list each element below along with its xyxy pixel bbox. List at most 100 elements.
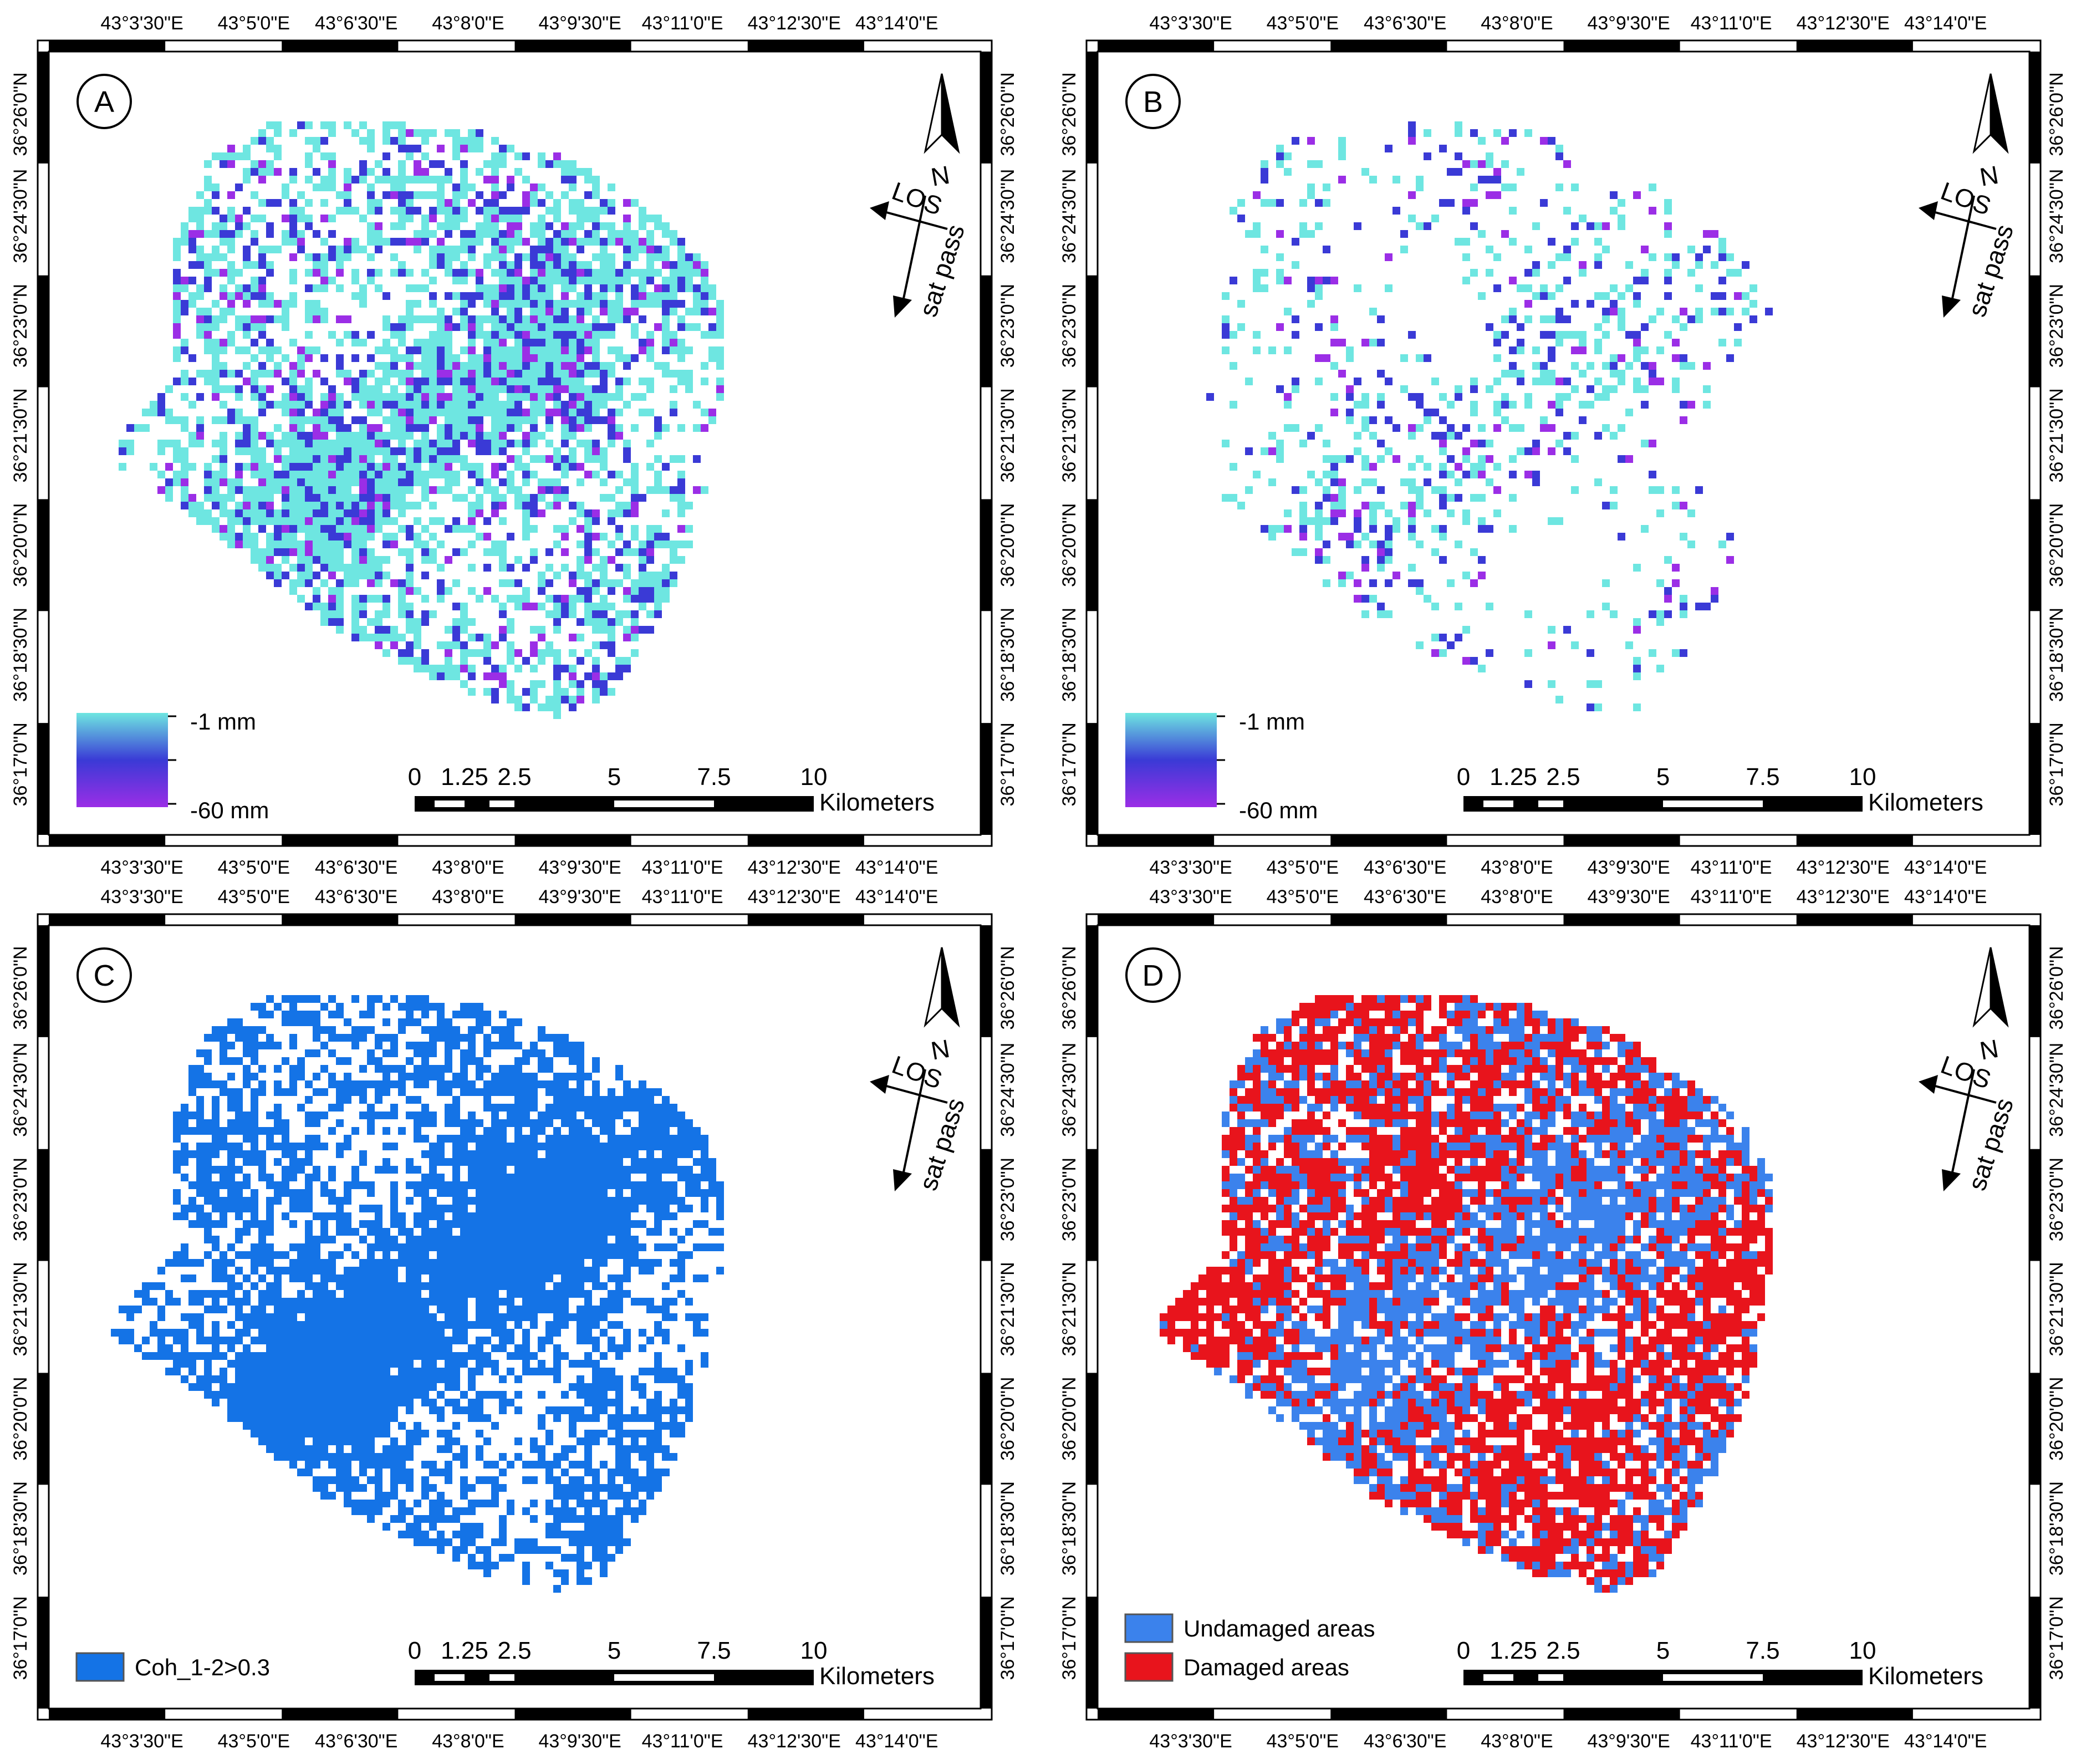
raster-cell	[220, 160, 227, 168]
raster-cell	[258, 463, 266, 471]
raster-cell	[476, 1150, 483, 1158]
raster-cell	[437, 1181, 445, 1189]
raster-cell	[452, 634, 460, 641]
raster-cell	[282, 556, 289, 564]
raster-cell	[336, 315, 344, 323]
raster-cell	[592, 641, 600, 649]
raster-cell	[320, 494, 328, 502]
raster-cell	[545, 331, 553, 339]
raster-cell	[1315, 222, 1323, 230]
raster-cell	[530, 1127, 538, 1135]
raster-cell	[507, 409, 514, 416]
raster-cell	[468, 587, 476, 595]
raster-cell	[1377, 440, 1385, 447]
raster-cell	[577, 541, 584, 548]
raster-cell	[1408, 502, 1416, 509]
raster-cell	[662, 463, 670, 471]
raster-cell	[592, 1104, 600, 1112]
raster-cell	[328, 129, 336, 137]
raster-cell	[297, 1205, 305, 1212]
raster-cell	[1455, 478, 1462, 486]
raster-cell	[499, 541, 507, 548]
raster-cell	[445, 649, 452, 657]
graticule-bar-bottom	[1563, 835, 1680, 846]
raster-cell	[1749, 315, 1757, 323]
raster-cell	[1439, 556, 1447, 564]
raster-cell	[305, 1181, 313, 1189]
raster-cell	[227, 145, 235, 152]
graticule-bar-right	[981, 499, 992, 611]
raster-cell	[569, 1228, 577, 1236]
raster-cell	[569, 370, 577, 378]
raster-cell	[1354, 579, 1361, 587]
raster-cell	[320, 409, 328, 416]
raster-cell	[499, 354, 507, 362]
raster-cell	[631, 579, 639, 587]
raster-cell	[359, 137, 367, 145]
raster-cell	[499, 440, 507, 447]
raster-cell	[468, 246, 476, 253]
raster-cell	[468, 1011, 476, 1018]
raster-cell	[1571, 183, 1579, 191]
raster-cell	[1431, 432, 1439, 440]
scale-bar-segment	[1483, 801, 1513, 807]
raster-cell	[1447, 471, 1455, 478]
raster-cell	[235, 1119, 243, 1127]
raster-cell	[375, 525, 382, 533]
raster-cell	[1493, 509, 1501, 517]
raster-cell	[429, 665, 437, 672]
graticule-label-top: 43°9'30"E	[538, 886, 621, 908]
raster-cell	[584, 393, 592, 401]
raster-cell	[507, 246, 514, 253]
raster-cell	[483, 1189, 491, 1197]
raster-cell	[577, 1104, 584, 1112]
raster-cell	[398, 145, 406, 152]
raster-cell	[421, 378, 429, 385]
raster-cell	[592, 362, 600, 370]
raster-cell	[584, 1220, 592, 1228]
raster-cell	[1416, 393, 1424, 401]
raster-cell	[507, 486, 514, 494]
raster-cell	[1447, 455, 1455, 463]
raster-cell	[522, 1104, 530, 1112]
raster-cell	[266, 1181, 274, 1189]
raster-cell	[212, 370, 220, 378]
raster-cell	[507, 1080, 514, 1088]
raster-cell	[460, 1243, 468, 1251]
raster-cell	[1416, 494, 1424, 502]
raster-cell	[1509, 455, 1517, 463]
raster-cell	[631, 230, 639, 238]
raster-cell	[600, 494, 608, 502]
raster-cell	[320, 183, 328, 191]
raster-cell	[328, 548, 336, 556]
raster-cell	[313, 525, 320, 533]
raster-cell	[266, 432, 274, 440]
raster-cell	[382, 533, 390, 541]
raster-cell	[351, 447, 359, 455]
raster-cell	[1493, 176, 1501, 183]
raster-cell	[538, 323, 545, 331]
raster-cell	[499, 447, 507, 455]
raster-cell	[600, 1220, 608, 1228]
raster-cell	[1555, 440, 1563, 447]
raster-cell	[227, 1143, 235, 1150]
raster-cell	[274, 145, 282, 152]
raster-cell	[297, 1166, 305, 1174]
raster-cell	[437, 339, 445, 346]
raster-cell	[406, 525, 414, 533]
graticule-label-top: 43°8'0"E	[432, 13, 504, 34]
raster-cell	[266, 199, 274, 207]
raster-cell	[499, 261, 507, 269]
raster-cell	[545, 486, 553, 494]
raster-cell	[716, 308, 724, 315]
raster-cell	[545, 579, 553, 587]
raster-cell	[685, 1166, 693, 1174]
raster-cell	[1284, 152, 1292, 160]
raster-cell	[716, 1197, 724, 1205]
raster-cell	[623, 634, 631, 641]
raster-cell	[1338, 572, 1346, 579]
raster-cell	[406, 1096, 414, 1104]
raster-cell	[452, 362, 460, 370]
raster-cell	[1711, 292, 1718, 300]
raster-cell	[646, 261, 654, 269]
